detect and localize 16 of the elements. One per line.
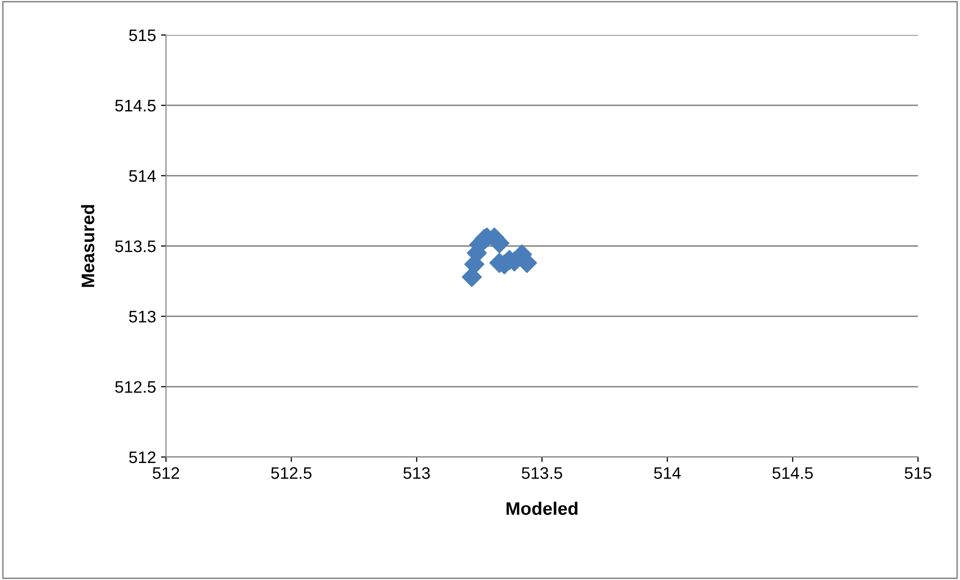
y-tick-label: 514.5: [115, 100, 156, 112]
x-tick-label: 514.5: [772, 467, 813, 479]
y-tick-label: 512.5: [115, 381, 156, 393]
x-tick-label: 515: [904, 467, 932, 479]
y-tick-label: 513.5: [115, 240, 156, 252]
y-tick-label: 513: [129, 310, 156, 323]
y-tick-label: 515: [129, 30, 156, 42]
x-tick-label: 513: [403, 467, 430, 479]
y-axis-title: Measured: [81, 205, 94, 287]
x-axis-title: Modeled: [506, 502, 578, 515]
x-tick-label: 512: [152, 467, 180, 479]
x-tick-label: 514: [654, 467, 681, 479]
x-tick-label: 512.5: [271, 467, 312, 479]
x-tick-label: 513.5: [522, 467, 562, 479]
y-tick-label: 514: [129, 170, 156, 182]
y-tick-label: 512: [129, 451, 156, 464]
